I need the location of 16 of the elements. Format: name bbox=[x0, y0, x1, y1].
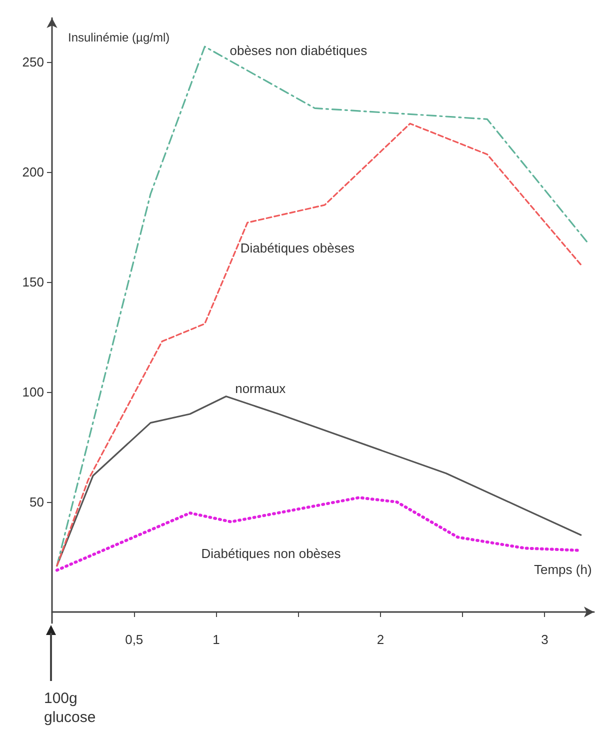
y-tick-label: 250 bbox=[22, 54, 44, 70]
series-label: Diabétiques obèses bbox=[240, 240, 356, 256]
y-tick-label: 50 bbox=[30, 494, 44, 510]
x-axis-title: Temps (h) bbox=[534, 562, 592, 577]
y-tick-label: 150 bbox=[22, 274, 44, 290]
x-tick-label: 0,5 bbox=[125, 632, 144, 647]
x-tick-label: 3 bbox=[541, 632, 548, 647]
y-tick-label: 200 bbox=[22, 164, 44, 180]
text: 100g glucose bbox=[44, 689, 97, 727]
series-label: normaux bbox=[235, 380, 286, 396]
x-tick-label: 1 bbox=[212, 632, 220, 647]
series-label: obèses non diabétiques bbox=[230, 43, 368, 58]
text: Diabétiques non obèses bbox=[201, 546, 342, 561]
x-tick-label: 2 bbox=[376, 632, 384, 647]
y-tick-label: 100 bbox=[22, 384, 44, 400]
y-axis-title: Insulinémie (µg/ml) bbox=[68, 30, 170, 44]
